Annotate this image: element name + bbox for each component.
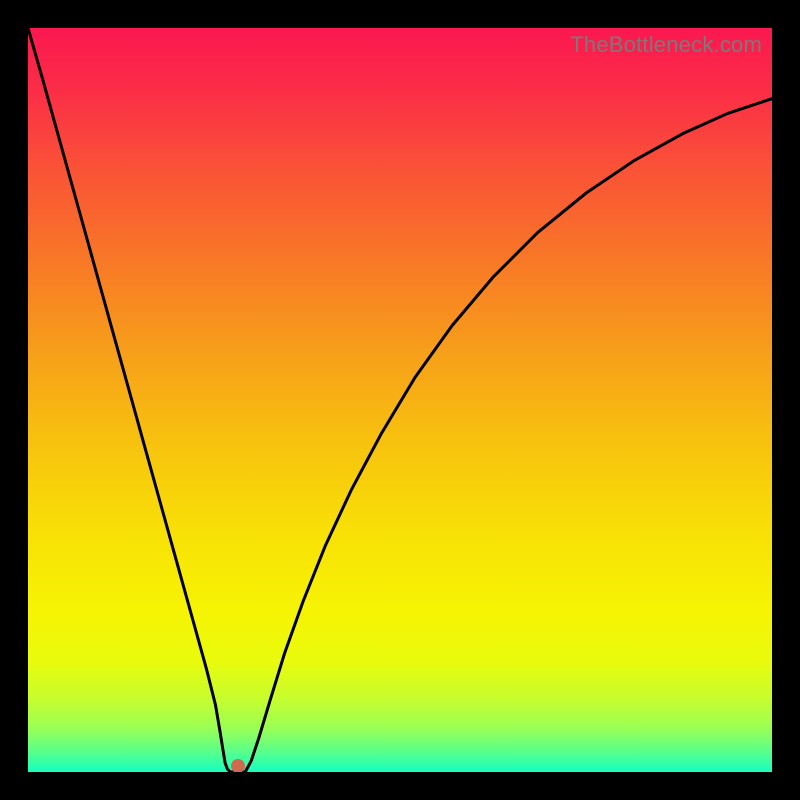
notch-marker (231, 759, 245, 772)
watermark-text: TheBottleneck.com (570, 32, 762, 58)
bottleneck-curve (28, 28, 772, 772)
plot-area: TheBottleneck.com (28, 28, 772, 772)
chart-root: TheBottleneck.com (0, 0, 800, 800)
